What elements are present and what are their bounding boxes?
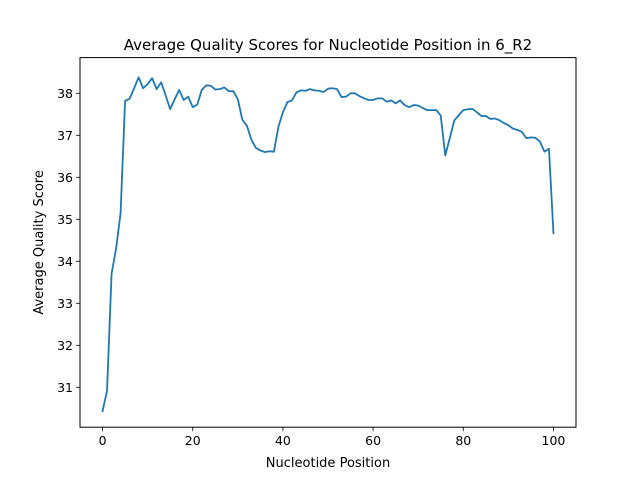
chart-title: Average Quality Scores for Nucleotide Po… bbox=[124, 36, 532, 55]
y-tick-label: 33 bbox=[57, 296, 73, 311]
y-tick-label: 36 bbox=[57, 170, 73, 185]
x-tick-label: 40 bbox=[275, 433, 291, 448]
y-axis-label: Average Quality Score bbox=[32, 170, 47, 315]
series-line bbox=[101, 76, 555, 413]
y-axis: 31 32 33 34 35 36 37 38 bbox=[57, 86, 80, 395]
x-tick-label: 20 bbox=[185, 433, 201, 448]
plot-frame bbox=[79, 57, 577, 428]
x-tick-label: 100 bbox=[542, 433, 566, 448]
y-tick-label: 32 bbox=[57, 338, 73, 353]
x-tick-label: 80 bbox=[455, 433, 471, 448]
x-axis: 0 20 40 60 80 100 bbox=[99, 427, 566, 448]
x-tick-label: 0 bbox=[99, 433, 107, 448]
y-tick-label: 38 bbox=[57, 86, 73, 101]
y-tick-label: 37 bbox=[57, 128, 73, 143]
x-axis-label: Nucleotide Position bbox=[266, 456, 390, 471]
y-tick-label: 34 bbox=[57, 254, 73, 269]
x-tick-label: 60 bbox=[365, 433, 381, 448]
plot-area: 0 20 40 60 80 100 31 32 33 34 35 36 37 38 bbox=[57, 57, 577, 448]
y-tick-label: 31 bbox=[57, 380, 73, 395]
y-tick-label: 35 bbox=[57, 212, 73, 227]
